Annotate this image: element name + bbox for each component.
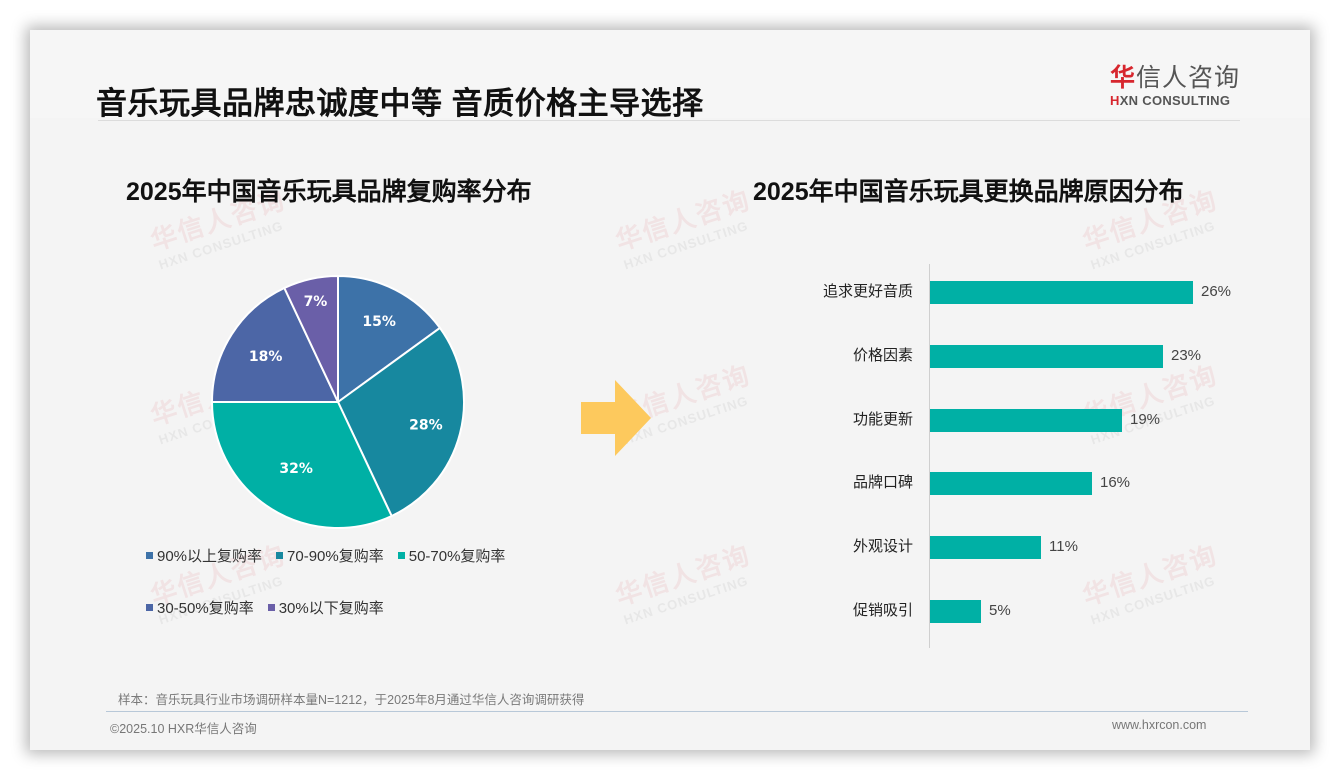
bar-value-label: 19% bbox=[1130, 411, 1161, 428]
category-axis bbox=[929, 264, 930, 648]
legend-swatch-icon bbox=[267, 603, 275, 611]
pie-slice-label: 28% bbox=[409, 418, 443, 434]
bar bbox=[930, 600, 981, 623]
legend-item: 30-50%复购率 bbox=[146, 597, 254, 618]
title-divider bbox=[98, 120, 1240, 121]
pie-slice-label: 32% bbox=[279, 461, 313, 477]
pie-slice bbox=[283, 274, 339, 403]
pie-slice bbox=[210, 401, 393, 529]
legend-item: 30%以下复购率 bbox=[267, 597, 384, 618]
legend-item: 70-90%复购率 bbox=[276, 545, 384, 566]
header-band bbox=[30, 30, 1310, 118]
bar-value-label: 23% bbox=[1171, 347, 1202, 364]
pie-slice-label: 15% bbox=[362, 314, 396, 330]
logo-cn-text: 华信人咨询 bbox=[1110, 64, 1241, 92]
legend-row: 30-50%复购率 30%以下复购率 bbox=[146, 594, 566, 620]
bar bbox=[930, 536, 1041, 559]
bar-row: 价格因素 23% bbox=[790, 344, 1270, 368]
legend-item: 50-70%复购率 bbox=[397, 545, 505, 566]
website-link[interactable]: www.hxrcon.com bbox=[1112, 718, 1207, 732]
bar-value-label: 16% bbox=[1100, 474, 1131, 491]
company-logo: 华信人咨询 HXN CONSULTING bbox=[1110, 64, 1242, 108]
pie-slice-label: 7% bbox=[304, 294, 328, 310]
bar-value-label: 5% bbox=[989, 602, 1011, 619]
bar-value-label: 26% bbox=[1201, 283, 1232, 300]
pie-chart-svg: 15% 28% 32% 18% 7% bbox=[210, 274, 465, 529]
bar bbox=[930, 409, 1122, 432]
legend-swatch-icon bbox=[397, 551, 405, 559]
pie-slice-label: 18% bbox=[249, 349, 283, 365]
pie-slice bbox=[337, 274, 442, 404]
bar-row: 追求更好音质 26% bbox=[790, 280, 1270, 304]
bar bbox=[930, 345, 1163, 368]
bar bbox=[930, 281, 1193, 304]
pie-legend: 90%以上复购率 70-90%复购率 50-70%复购率 30-50%复购率 3… bbox=[146, 542, 566, 646]
bar-category-label: 外观设计 bbox=[852, 538, 913, 555]
pie-chart: 15% 28% 32% 18% 7% bbox=[210, 274, 466, 530]
pie-chart-title: 2025年中国音乐玩具品牌复购率分布 bbox=[126, 178, 532, 206]
bar bbox=[930, 472, 1092, 495]
legend-swatch-icon bbox=[276, 551, 284, 559]
bar-category-label: 促销吸引 bbox=[852, 602, 913, 619]
bar-row: 品牌口碑 16% bbox=[790, 471, 1270, 495]
legend-row: 90%以上复购率 70-90%复购率 50-70%复购率 bbox=[146, 542, 566, 568]
bar-category-label: 品牌口碑 bbox=[852, 474, 913, 491]
bar-category-label: 追求更好音质 bbox=[822, 283, 913, 300]
legend-swatch-icon bbox=[146, 603, 153, 611]
bar-chart: 追求更好音质 26% 价格因素 23% 功能更新 19% 品牌口碑 16% 外观设计 11% 促销吸… bbox=[790, 264, 1270, 648]
sample-note: 样本：音乐玩具行业市场调研样本量N=1212，于2025年8月通过华信人咨询调研… bbox=[118, 693, 585, 707]
legend-swatch-icon bbox=[146, 551, 153, 559]
arrow-right-icon bbox=[581, 380, 651, 456]
legend-item: 90%以上复购率 bbox=[146, 545, 262, 566]
bar-category-label: 价格因素 bbox=[852, 347, 913, 364]
bar-category-label: 功能更新 bbox=[852, 411, 913, 428]
bar-row: 促销吸引 5% bbox=[790, 599, 1270, 623]
footer-divider bbox=[106, 711, 1248, 712]
copyright: ©2025.10 HXR华信人咨询 bbox=[110, 722, 257, 736]
bar-value-label: 11% bbox=[1049, 538, 1078, 555]
bar-chart-title: 2025年中国音乐玩具更换品牌原因分布 bbox=[753, 178, 1184, 206]
pie-slice bbox=[210, 286, 340, 403]
page-title: 音乐玩具品牌忠诚度中等 音质价格主导选择 bbox=[96, 86, 704, 121]
logo-en-text: HXN CONSULTING bbox=[1110, 93, 1231, 108]
bar-row: 功能更新 19% bbox=[790, 408, 1270, 432]
slide: 华信人咨询 HXN CONSULTING 华信人咨询 HXN CONSULTING … bbox=[30, 30, 1310, 750]
pie-slice bbox=[336, 326, 465, 518]
bar-row: 外观设计 11% bbox=[790, 535, 1270, 559]
